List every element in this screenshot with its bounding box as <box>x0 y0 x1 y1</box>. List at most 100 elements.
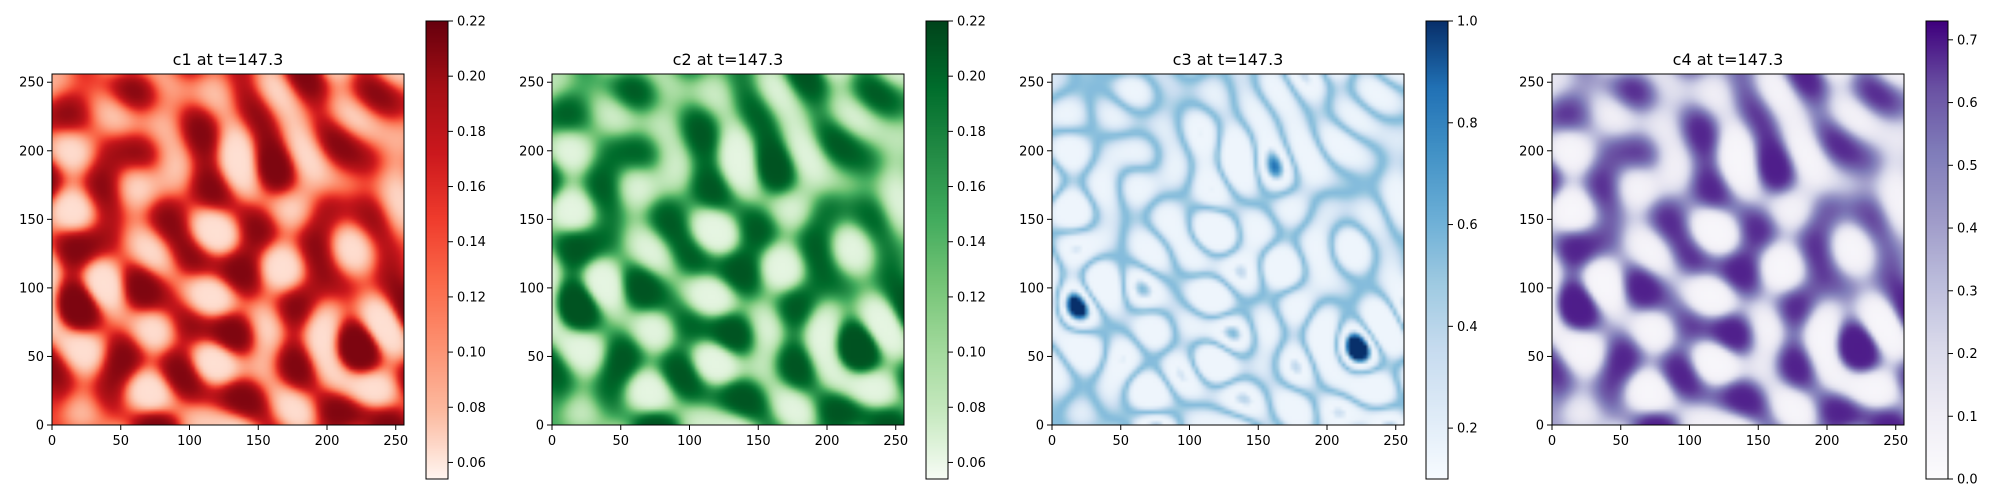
y-tick-label-2-250: 250 <box>519 76 544 91</box>
x-tick-label-1-150: 150 <box>246 434 271 449</box>
colorbar-frame-4 <box>1925 20 1949 480</box>
colorbar-tick-label-4-2: 0.2 <box>1957 347 1978 362</box>
x-tick-label-1-200: 200 <box>315 434 340 449</box>
chart-svg-3: c3 at t=147.3 0 50 100 150 200 250 0 50 100 150 200… <box>1019 15 1478 480</box>
y-tick-label-2-200: 200 <box>519 144 544 159</box>
x-tick-label-2-200: 200 <box>815 434 840 449</box>
colorbar-tick-label-1-4: 0.14 <box>457 235 486 250</box>
x-tick-label-2-250: 250 <box>883 434 908 449</box>
y-tick-label-1-50: 50 <box>27 350 44 365</box>
colorbar-tick-label-2-3: 0.12 <box>957 290 986 305</box>
heatmap-image-2 <box>552 74 904 425</box>
y-tick-label-1-0: 0 <box>36 419 44 434</box>
colorbar-tick-label-2-4: 0.14 <box>957 235 986 250</box>
colorbar-tick-label-2-2: 0.10 <box>957 346 986 361</box>
axes-frame-1 <box>51 73 405 426</box>
colorbar-tick-label-1-3: 0.12 <box>457 290 486 305</box>
chart-panel-4: c4 at t=147.3 0 50 100 150 200 250 0 50 100 150 200… <box>1500 0 2000 500</box>
colorbar-tick-label-2-0: 0.06 <box>957 456 986 471</box>
colorbar-tick-label-3-0: 0.2 <box>1457 422 1478 437</box>
colorbar-tick-label-4-6: 0.6 <box>1957 96 1978 111</box>
chart-panel-2: c2 at t=147.3 0 50 100 150 200 250 0 50 100 150 200… <box>500 0 1000 500</box>
y-tick-label-3-50: 50 <box>1027 350 1044 365</box>
x-tick-label-4-0: 0 <box>1548 434 1556 449</box>
y-tick-label-1-200: 200 <box>19 144 44 159</box>
chart-title-2: c2 at t=147.3 <box>673 50 784 69</box>
x-tick-label-3-50: 50 <box>1112 434 1129 449</box>
y-tick-label-3-250: 250 <box>1019 76 1044 91</box>
x-tick-label-2-100: 100 <box>677 434 702 449</box>
x-tick-label-4-250: 250 <box>1883 434 1908 449</box>
colorbar-tick-label-3-3: 0.8 <box>1457 116 1478 131</box>
y-tick-label-4-0: 0 <box>1536 419 1544 434</box>
x-tick-label-3-200: 200 <box>1315 434 1340 449</box>
colorbar-tick-label-1-5: 0.16 <box>457 180 486 195</box>
colorbar-tick-label-4-0: 0.0 <box>1957 473 1978 488</box>
colorbar-3 <box>1426 21 1448 479</box>
y-tick-label-3-0: 0 <box>1036 419 1044 434</box>
x-tick-label-2-50: 50 <box>612 434 629 449</box>
x-tick-label-1-50: 50 <box>112 434 129 449</box>
colorbar-tick-label-2-7: 0.20 <box>957 70 986 85</box>
y-tick-label-1-250: 250 <box>19 76 44 91</box>
y-tick-label-4-150: 150 <box>1519 213 1544 228</box>
colorbar-tick-label-4-4: 0.4 <box>1957 222 1978 237</box>
y-tick-label-2-0: 0 <box>536 419 544 434</box>
colorbar-tick-label-2-6: 0.18 <box>957 125 986 140</box>
y-tick-label-1-150: 150 <box>19 213 44 228</box>
chart-svg-1: c1 at t=147.3 0 50 100 150 200 250 0 50 100 150 200… <box>19 15 486 480</box>
chart-title-1: c1 at t=147.3 <box>173 50 284 69</box>
chart-title-4: c4 at t=147.3 <box>1673 50 1784 69</box>
x-tick-label-3-150: 150 <box>1246 434 1271 449</box>
x-tick-label-2-150: 150 <box>746 434 771 449</box>
y-tick-label-1-100: 100 <box>19 281 44 296</box>
x-tick-label-1-100: 100 <box>177 434 202 449</box>
axes-frame-2 <box>551 73 905 426</box>
y-tick-label-3-200: 200 <box>1019 144 1044 159</box>
colorbar-tick-label-3-4: 1.0 <box>1457 15 1478 30</box>
y-tick-label-2-50: 50 <box>527 350 544 365</box>
colorbar-tick-label-2-8: 0.22 <box>957 15 986 30</box>
y-tick-label-3-100: 100 <box>1019 281 1044 296</box>
chart-title-3: c3 at t=147.3 <box>1173 50 1284 69</box>
heatmap-image-4 <box>1552 74 1904 425</box>
x-tick-label-1-250: 250 <box>383 434 408 449</box>
x-tick-label-3-0: 0 <box>1048 434 1056 449</box>
colorbar-tick-label-1-6: 0.18 <box>457 125 486 140</box>
x-tick-label-3-100: 100 <box>1177 434 1202 449</box>
chart-panel-3: c3 at t=147.3 0 50 100 150 200 250 0 50 100 150 200… <box>1000 0 1500 500</box>
y-tick-label-4-50: 50 <box>1527 350 1544 365</box>
y-tick-label-3-150: 150 <box>1019 213 1044 228</box>
colorbar-tick-label-3-2: 0.6 <box>1457 218 1478 233</box>
colorbar-tick-label-2-1: 0.08 <box>957 401 986 416</box>
colorbar-tick-label-4-3: 0.3 <box>1957 284 1978 299</box>
colorbar-4 <box>1926 21 1948 479</box>
colorbar-tick-label-1-0: 0.06 <box>457 456 486 471</box>
y-tick-label-4-250: 250 <box>1519 76 1544 91</box>
colorbar-tick-label-1-7: 0.20 <box>457 70 486 85</box>
colorbar-tick-label-3-1: 0.4 <box>1457 320 1478 335</box>
colorbar-tick-label-1-1: 0.08 <box>457 401 486 416</box>
colorbar-frame-2 <box>925 20 949 480</box>
x-tick-label-4-100: 100 <box>1677 434 1702 449</box>
colorbar-frame-1 <box>425 20 449 480</box>
x-tick-label-3-250: 250 <box>1383 434 1408 449</box>
heatmap-image-3 <box>1052 74 1404 425</box>
x-tick-label-1-0: 0 <box>48 434 56 449</box>
chart-svg-4: c4 at t=147.3 0 50 100 150 200 250 0 50 100 150 200… <box>1519 20 1978 488</box>
heatmap-image-1 <box>52 74 404 425</box>
y-tick-label-2-150: 150 <box>519 213 544 228</box>
x-tick-label-4-50: 50 <box>1612 434 1629 449</box>
colorbar-tick-label-2-5: 0.16 <box>957 180 986 195</box>
y-tick-label-4-200: 200 <box>1519 144 1544 159</box>
axes-frame-3 <box>1051 73 1405 426</box>
chart-panel-1: c1 at t=147.3 0 50 100 150 200 250 0 50 100 150 200… <box>0 0 500 500</box>
x-tick-label-4-200: 200 <box>1815 434 1840 449</box>
colorbar-frame-3 <box>1425 20 1449 480</box>
y-tick-label-4-100: 100 <box>1519 281 1544 296</box>
x-tick-label-4-150: 150 <box>1746 434 1771 449</box>
colorbar-tick-label-4-7: 0.7 <box>1957 33 1978 48</box>
x-tick-label-2-0: 0 <box>548 434 556 449</box>
axes-frame-4 <box>1551 73 1905 426</box>
colorbar-tick-label-1-2: 0.10 <box>457 346 486 361</box>
